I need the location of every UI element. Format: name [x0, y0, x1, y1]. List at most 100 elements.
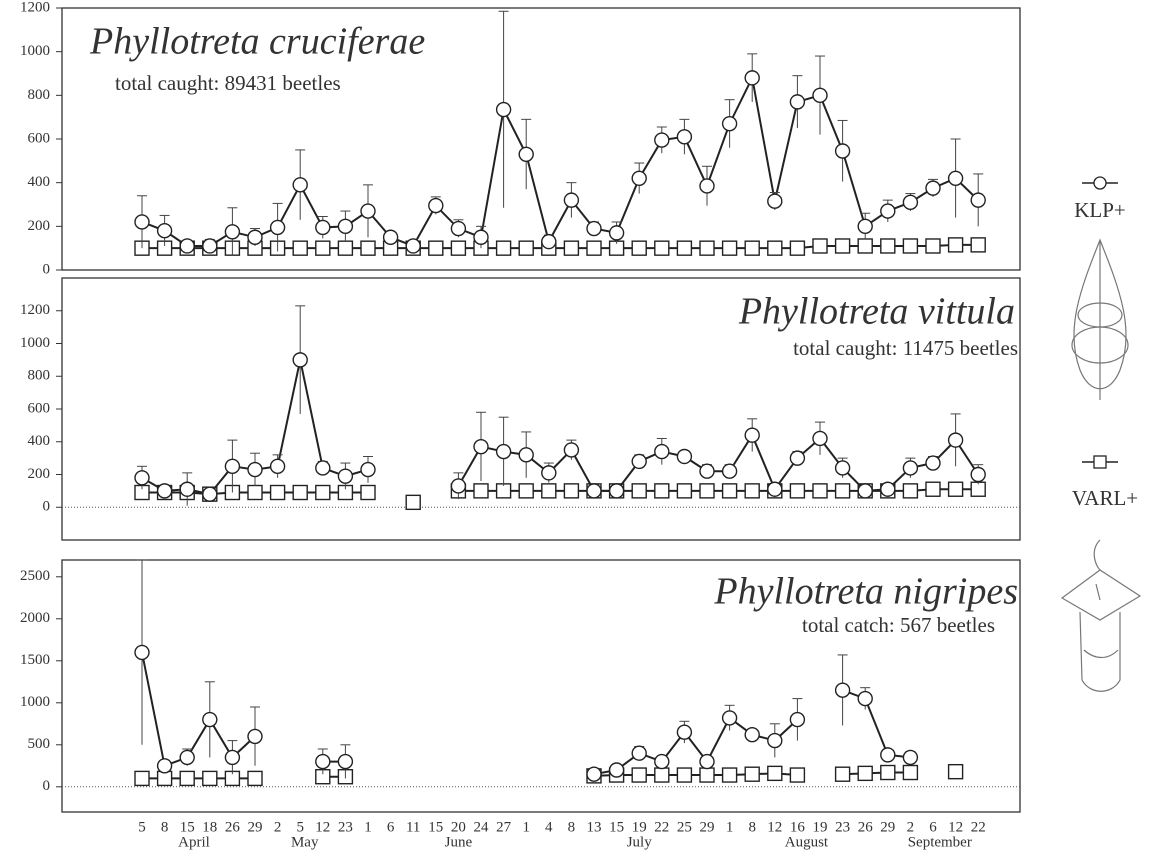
circle-marker	[248, 230, 262, 244]
circle-marker	[768, 194, 782, 208]
square-marker	[971, 482, 985, 496]
square-marker	[293, 486, 307, 500]
circle-marker	[225, 459, 239, 473]
circle-marker	[813, 431, 827, 445]
circle-marker	[632, 454, 646, 468]
circle-marker	[587, 484, 601, 498]
square-marker	[700, 484, 714, 498]
square-marker	[926, 239, 940, 253]
circle-marker	[587, 222, 601, 236]
circle-marker	[474, 230, 488, 244]
circle-marker	[610, 226, 624, 240]
circle-marker	[338, 469, 352, 483]
y-tick-label: 600	[28, 130, 51, 146]
circle-marker	[949, 171, 963, 185]
circle-marker	[858, 484, 872, 498]
square-marker	[813, 484, 827, 498]
circle-marker	[655, 755, 669, 769]
y-tick-label: 1000	[20, 43, 50, 59]
square-marker	[677, 241, 691, 255]
panel-title: Phyllotreta vittula	[738, 291, 1015, 333]
circle-marker	[474, 440, 488, 454]
square-marker	[881, 239, 895, 253]
y-tick-label: 2500	[20, 568, 50, 584]
month-label: July	[627, 834, 653, 850]
circle-marker	[655, 445, 669, 459]
square-marker	[497, 241, 511, 255]
x-tick-label: 2	[907, 819, 915, 835]
circle-marker	[587, 767, 601, 781]
x-tick-label: 26	[858, 819, 874, 835]
square-marker	[745, 484, 759, 498]
square-marker	[338, 241, 352, 255]
series-line	[142, 78, 978, 246]
y-tick-label: 0	[43, 261, 51, 277]
circle-marker	[610, 763, 624, 777]
circle-marker	[519, 448, 533, 462]
y-tick-label: 200	[28, 466, 51, 482]
circle-marker	[316, 220, 330, 234]
circle-marker	[203, 487, 217, 501]
square-marker	[723, 241, 737, 255]
circle-marker	[225, 225, 239, 239]
x-tick-label: 15	[180, 819, 195, 835]
circle-marker	[248, 463, 262, 477]
square-marker	[790, 768, 804, 782]
x-tick-label: 6	[387, 819, 395, 835]
circle-marker	[903, 750, 917, 764]
circle-marker	[813, 88, 827, 102]
square-marker	[677, 768, 691, 782]
circle-marker	[768, 482, 782, 496]
x-tick-label: 1	[726, 819, 734, 835]
circle-marker	[135, 645, 149, 659]
circle-marker	[338, 219, 352, 233]
square-marker	[700, 241, 714, 255]
circle-marker	[158, 759, 172, 773]
square-marker	[632, 768, 646, 782]
square-marker	[881, 766, 895, 780]
square-marker	[271, 486, 285, 500]
month-label: May	[291, 834, 319, 850]
x-tick-label: 4	[545, 819, 553, 835]
square-marker	[203, 771, 217, 785]
circle-marker	[429, 199, 443, 213]
panel-subtitle: total caught: 89431 beetles	[115, 71, 341, 95]
x-tick-label: 12	[948, 819, 963, 835]
square-marker	[858, 766, 872, 780]
circle-marker	[316, 755, 330, 769]
y-tick-label: 1000	[20, 335, 50, 351]
circle-marker	[361, 463, 375, 477]
legend-marker	[1094, 456, 1106, 468]
x-tick-label: 22	[971, 819, 986, 835]
circle-marker	[903, 195, 917, 209]
square-marker	[723, 484, 737, 498]
x-tick-label: 2	[274, 819, 282, 835]
square-marker	[903, 239, 917, 253]
y-tick-label: 1200	[20, 0, 50, 15]
circle-marker	[858, 219, 872, 233]
series-line	[843, 690, 911, 757]
square-marker	[542, 484, 556, 498]
square-marker	[655, 768, 669, 782]
circle-marker	[361, 204, 375, 218]
y-tick-label: 1200	[20, 302, 50, 318]
circle-marker	[316, 461, 330, 475]
circle-marker	[723, 464, 737, 478]
square-marker	[632, 241, 646, 255]
circle-marker	[180, 482, 194, 496]
square-marker	[361, 486, 375, 500]
square-marker	[135, 771, 149, 785]
y-tick-label: 200	[28, 218, 51, 234]
circle-marker	[271, 459, 285, 473]
square-marker	[632, 484, 646, 498]
y-tick-label: 1000	[20, 694, 50, 710]
trap-sketch-klp	[1072, 240, 1128, 400]
panel-title: Phyllotreta cruciferae	[89, 21, 425, 63]
square-marker	[406, 495, 420, 509]
square-marker	[790, 484, 804, 498]
square-marker	[745, 767, 759, 781]
circle-marker	[745, 728, 759, 742]
circle-marker	[881, 482, 895, 496]
square-marker	[836, 239, 850, 253]
